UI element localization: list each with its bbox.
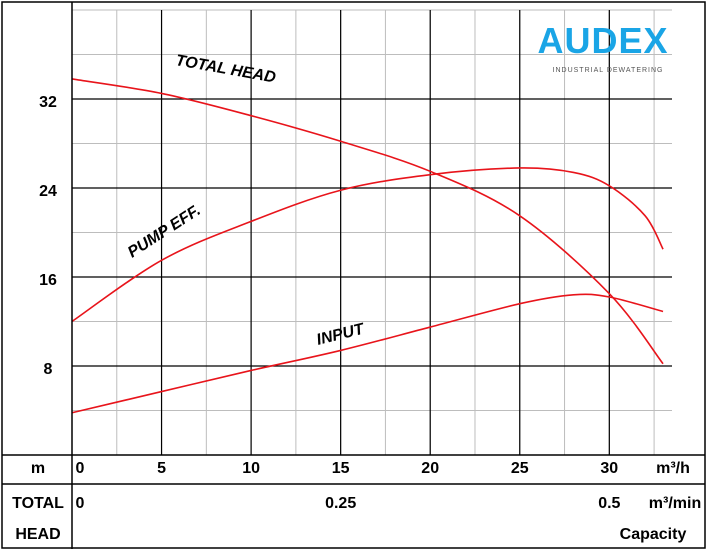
audex-logo: AUDEX INDUSTRIAL DEWATERING xyxy=(537,20,668,74)
y-axis-label: m xyxy=(31,460,45,477)
total-label: TOTAL xyxy=(12,495,64,512)
y-tick-label: 8 xyxy=(44,361,53,378)
y-tick-label: 24 xyxy=(39,183,57,200)
x-tick-labels: 0 5 10 15 20 25 30 xyxy=(76,460,619,477)
x-tick-label: 5 xyxy=(157,460,166,477)
secondary-x-tick-label: 0.25 xyxy=(325,495,356,512)
capacity-label: Capacity xyxy=(620,526,687,543)
x-tick-label: 0 xyxy=(76,460,85,477)
pump-eff-curve xyxy=(71,167,664,323)
x-tick-label: 25 xyxy=(511,460,529,477)
secondary-x-tick-label: 0 xyxy=(76,495,85,512)
y-tick-labels: 8 16 24 32 xyxy=(39,94,57,378)
secondary-x-tick-labels: 0 0.25 0.5 xyxy=(76,495,621,512)
y-tick-label: 16 xyxy=(39,272,57,289)
x-axis-unit: m³/h xyxy=(656,460,690,477)
input-curve xyxy=(71,293,664,414)
x-tick-label: 20 xyxy=(421,460,439,477)
secondary-x-unit: m³/min xyxy=(649,495,701,512)
y-tick-label: 32 xyxy=(39,94,57,111)
secondary-x-tick-label: 0.5 xyxy=(598,495,620,512)
brand-tagline: INDUSTRIAL DEWATERING xyxy=(553,67,664,74)
x-tick-label: 15 xyxy=(332,460,350,477)
total-head-label: TOTAL HEAD xyxy=(174,52,277,86)
major-grid xyxy=(72,10,672,455)
total-head-curve xyxy=(71,78,664,365)
head-label: HEAD xyxy=(15,526,60,543)
x-tick-label: 30 xyxy=(600,460,618,477)
curves xyxy=(71,78,664,414)
brand-name: AUDEX xyxy=(537,20,668,61)
x-tick-label: 10 xyxy=(242,460,260,477)
pump-eff-label: PUMP EFF. xyxy=(125,202,204,261)
